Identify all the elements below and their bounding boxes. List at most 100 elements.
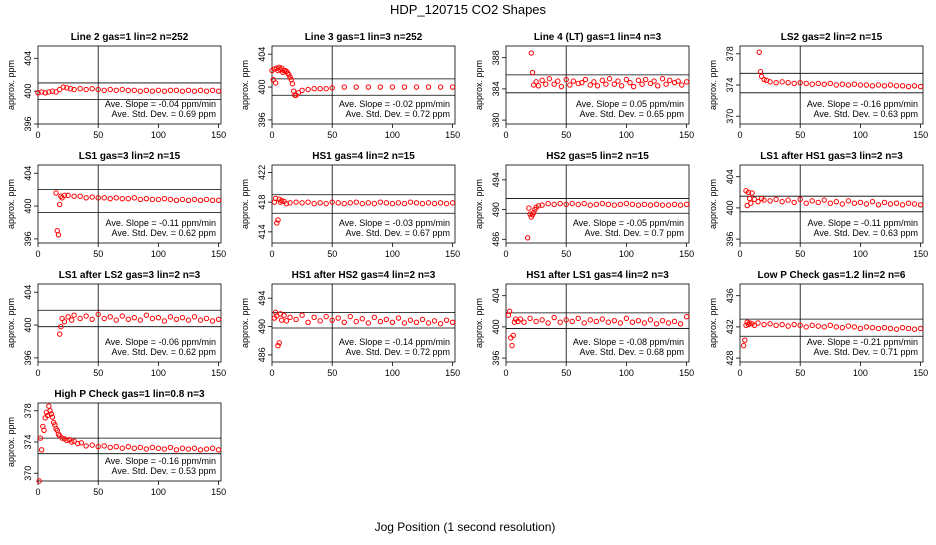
data-point: [791, 80, 797, 87]
x-tick-label: 100: [151, 249, 166, 259]
data-point: [539, 317, 545, 323]
data-point: [197, 87, 204, 94]
x-tick-label: 150: [211, 249, 226, 259]
x-tick-label: 0: [269, 130, 274, 140]
data-point: [119, 313, 125, 319]
data-point: [305, 199, 311, 205]
data-point: [749, 190, 755, 196]
data-point: [113, 195, 119, 201]
data-point: [71, 438, 77, 444]
data-point: [767, 198, 773, 204]
data-point: [815, 199, 821, 206]
data-point: [869, 83, 876, 89]
data-point: [539, 202, 545, 208]
data-point: [287, 200, 293, 206]
data-point: [905, 200, 912, 206]
data-point: [761, 197, 767, 203]
x-tick-label: 50: [795, 130, 805, 140]
data-point: [611, 317, 618, 324]
y-tick-label: 400: [491, 319, 501, 334]
data-point: [757, 69, 764, 75]
data-point: [647, 202, 654, 208]
data-point: [543, 81, 549, 87]
data-point: [533, 318, 539, 325]
data-point: [833, 198, 840, 205]
data-point: [191, 445, 198, 451]
data-point: [287, 314, 293, 321]
data-point: [323, 200, 329, 207]
y-axis-label: approx. ppm: [6, 298, 16, 348]
data-point: [149, 315, 156, 322]
data-point: [653, 321, 660, 327]
data-point: [671, 201, 678, 208]
data-point: [803, 200, 809, 206]
x-tick-label: 50: [327, 368, 337, 378]
y-tick-label: 404: [23, 166, 33, 181]
data-point: [570, 78, 577, 84]
y-tick-label: 494: [491, 172, 501, 187]
data-point: [761, 321, 767, 328]
x-tick-label: 50: [561, 130, 571, 140]
x-tick-label: 50: [795, 368, 805, 378]
data-point: [131, 87, 138, 94]
data-point: [65, 314, 71, 320]
data-point: [893, 200, 900, 206]
data-point: [599, 200, 606, 207]
data-point: [347, 200, 353, 206]
y-axis-label: approx. ppm: [6, 179, 16, 229]
data-point: [803, 80, 809, 87]
data-point: [797, 322, 803, 329]
data-point: [161, 446, 168, 452]
data-point: [683, 314, 690, 320]
data-point: [71, 193, 77, 199]
data-point: [131, 445, 138, 451]
data-point: [389, 84, 396, 90]
plot-frame: [505, 45, 690, 125]
data-point: [748, 200, 754, 206]
data-point: [551, 201, 557, 208]
data-point: [377, 318, 384, 325]
data-point: [38, 89, 45, 95]
data-point: [56, 86, 63, 93]
data-point: [683, 79, 690, 85]
data-point: [449, 84, 456, 90]
data-point: [511, 319, 518, 325]
data-point: [533, 79, 539, 85]
data-point: [413, 319, 420, 325]
data-point: [113, 87, 119, 94]
data-point: [755, 198, 761, 205]
panel-11: HS1 after LS1 gas=4 lin=2 n=3 0 50 100 150 39…: [474, 270, 694, 378]
panel-title: LS1 gas=3 lin=2 n=15: [79, 151, 181, 162]
panel-title: HS1 after LS1 gas=4 lin=2 n=3: [526, 270, 669, 281]
y-tick-label: 414: [257, 224, 267, 239]
x-tick-label: 100: [151, 368, 166, 378]
data-point: [77, 315, 83, 322]
x-tick-label: 0: [503, 130, 508, 140]
data-point: [791, 321, 797, 328]
data-point: [821, 197, 827, 203]
y-tick-label: 374: [23, 434, 33, 449]
data-point: [383, 316, 390, 323]
y-tick-label: 396: [491, 351, 501, 366]
y-tick-label: 396: [257, 112, 267, 127]
data-point: [744, 202, 750, 209]
data-point: [365, 200, 372, 206]
data-point: [642, 76, 649, 83]
data-point: [46, 403, 52, 409]
data-point: [510, 332, 516, 339]
y-axis-label: approx. ppm: [240, 298, 250, 348]
data-point: [131, 195, 138, 201]
data-point: [581, 320, 587, 326]
data-point: [630, 83, 637, 90]
y-tick-label: 404: [491, 288, 501, 303]
data-point: [275, 217, 281, 223]
data-point: [551, 314, 557, 321]
data-point: [761, 76, 767, 83]
data-point: [665, 202, 672, 208]
data-point: [143, 446, 150, 452]
data-point: [839, 201, 846, 207]
x-tick-label: 150: [679, 249, 694, 259]
plot-frame: [37, 45, 222, 125]
y-tick-label: 396: [23, 350, 33, 365]
data-point: [665, 320, 672, 326]
